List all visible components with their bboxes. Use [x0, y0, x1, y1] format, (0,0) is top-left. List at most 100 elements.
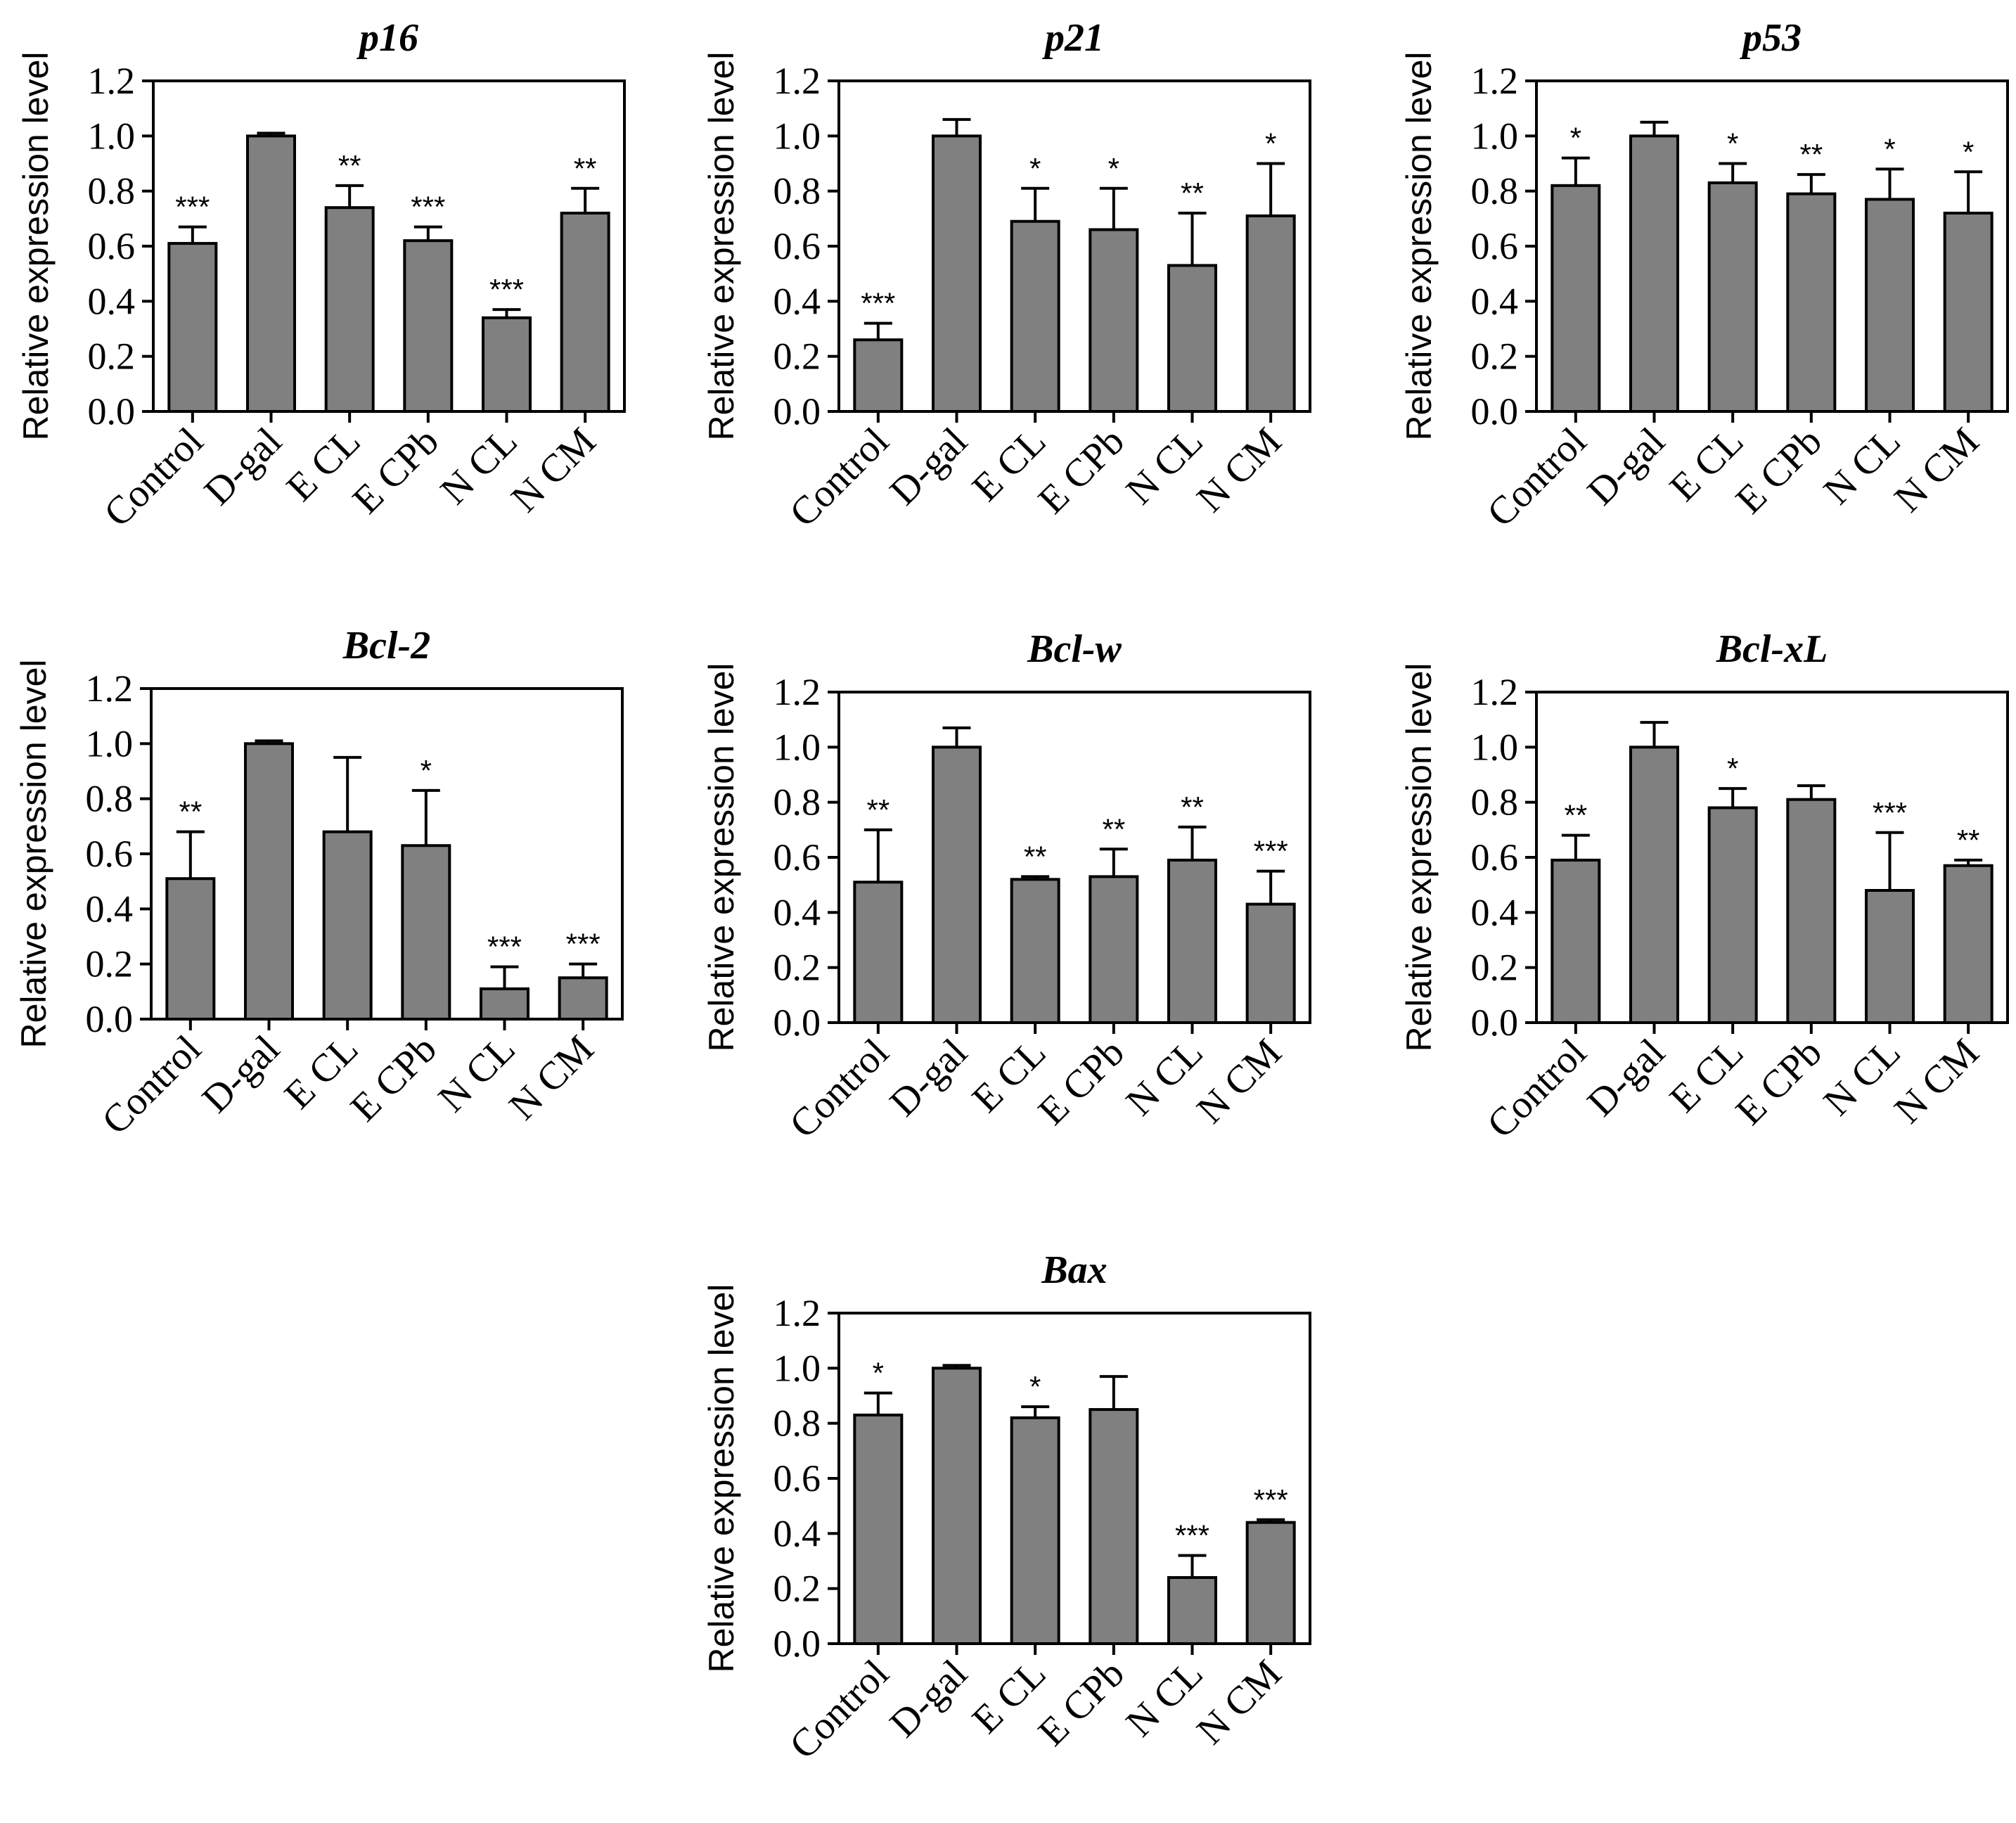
panel-bcl-2: Bcl-2 Relative expression level ** Control D…	[0, 608, 687, 1198]
y-axis-label: Relative expression level	[16, 51, 56, 440]
x-tick-label: D-gal	[1579, 1030, 1674, 1125]
plot-frame	[1535, 79, 2009, 413]
bar-n-cm	[1943, 212, 1993, 413]
chart-title: p21	[1042, 16, 1104, 60]
x-tick-label: E CPb	[1030, 1030, 1133, 1133]
chart-title: Bcl-w	[1027, 627, 1122, 671]
chart-title: p53	[1740, 16, 1802, 60]
y-tick-label: 0.4	[86, 888, 134, 930]
x-tick-label: D-gal	[882, 419, 976, 513]
x-tick-label: E CPb	[342, 1027, 445, 1130]
y-tick-label: 0.6	[88, 225, 136, 267]
y-tick-label: 0.8	[1471, 781, 1519, 824]
y-tick-label: 0.6	[773, 1457, 821, 1499]
chart-title: p16	[357, 16, 418, 60]
significance-label: *	[1029, 1370, 1041, 1403]
y-tick-label: 1.2	[1471, 671, 1519, 713]
bar-control	[165, 877, 216, 1021]
y-tick-label: 0.8	[773, 781, 821, 824]
bar-d-gal	[1629, 746, 1679, 1024]
y-tick-label: 0.2	[773, 1568, 821, 1610]
chart-svg: p21 Relative expression level *** ControlD-…	[702, 16, 1311, 535]
plot-frame	[837, 79, 1311, 413]
bar-control	[1550, 184, 1601, 413]
y-tick-label: 0.0	[88, 390, 136, 433]
x-tick-label: D-gal	[1579, 419, 1674, 513]
y-tick-label: 1.0	[1471, 115, 1519, 157]
x-tick-label: Control	[1479, 1030, 1595, 1146]
y-tick-label: 1.0	[1471, 726, 1519, 768]
panel-bcl-w: Bcl-w Relative expression level ** Control D…	[686, 611, 1375, 1202]
y-tick-label: 0.4	[1471, 280, 1519, 322]
chart-svg: p53 Relative expression level * ControlD-ga…	[1399, 16, 2009, 535]
plot-frame	[837, 691, 1311, 1024]
y-axis-label: Relative expression level	[702, 51, 741, 440]
y-tick-label: 0.6	[1471, 225, 1519, 267]
x-tick-label: D-gal	[882, 1030, 976, 1125]
y-tick-label: 1.2	[773, 60, 821, 102]
x-tick-label: Control	[781, 1030, 897, 1146]
y-tick-label: 1.0	[773, 726, 821, 768]
chart-svg: Bcl-w Relative expression level ** ControlD…	[702, 627, 1311, 1146]
y-tick-label: 0.6	[1471, 836, 1519, 878]
chart-title: Bax	[1041, 1248, 1107, 1292]
y-tick-label: 1.2	[773, 1292, 821, 1334]
y-tick-label: 0.2	[773, 335, 821, 378]
x-tick-label: Control	[94, 1027, 210, 1143]
bar-d-gal	[244, 742, 294, 1021]
y-tick-label: 0.4	[773, 1512, 821, 1554]
x-tick-label: N CM	[1886, 1030, 1987, 1132]
significance-label: ***	[487, 930, 522, 964]
y-tick-label: 0.8	[773, 1402, 821, 1445]
significance-label: ***	[1873, 796, 1907, 829]
bar-n-cl	[1167, 264, 1217, 413]
chart-title: Bcl-xL	[1716, 627, 1828, 671]
y-tick-label: 0.8	[773, 170, 821, 212]
x-tick-label: Control	[96, 419, 212, 535]
chart-svg: p16 Relative expression level *** ControlD-…	[16, 16, 626, 535]
x-tick-label: D-gal	[194, 1027, 288, 1121]
x-tick-label: E CPb	[1030, 1651, 1133, 1754]
panel-p53: p53 Relative expression level * Control D-ga…	[1383, 0, 2016, 591]
panel-p16: p16 Relative expression level *** Control D-…	[0, 0, 689, 591]
plot-frame	[152, 79, 626, 413]
chart-title: Bcl-2	[342, 624, 430, 667]
y-axis-label: Relative expression level	[1399, 51, 1439, 440]
bar-e-cl	[1707, 806, 1758, 1024]
bar-e-cl	[1010, 219, 1060, 413]
bar-n-cl	[1865, 889, 1915, 1024]
x-tick-label: Control	[781, 419, 897, 535]
chart-svg: Bax Relative expression level * ControlD-ga…	[702, 1248, 1311, 1767]
y-tick-label: 1.0	[773, 1347, 821, 1389]
significance-label: ***	[411, 191, 445, 224]
significance-label: *	[420, 754, 432, 787]
y-axis-label: Relative expression level	[14, 659, 53, 1048]
bar-control	[1550, 858, 1601, 1024]
y-tick-label: 1.2	[773, 671, 821, 713]
bar-n-cm	[1245, 214, 1296, 413]
chart-svg: Bcl-2 Relative expression level ** ControlD…	[14, 624, 624, 1143]
y-tick-label: 0.6	[773, 225, 821, 267]
y-tick-label: 1.0	[773, 115, 821, 157]
x-tick-label: N CM	[503, 419, 604, 520]
bar-n-cl	[1167, 858, 1217, 1024]
bar-d-gal	[932, 134, 982, 413]
y-axis-label: Relative expression level	[1399, 663, 1439, 1051]
x-tick-label: N CM	[1886, 419, 1987, 520]
y-tick-label: 0.8	[86, 778, 134, 820]
bar-e-cpb	[1089, 875, 1139, 1024]
bar-e-cl	[1010, 878, 1060, 1025]
y-tick-label: 1.2	[88, 60, 136, 102]
x-tick-label: E CPb	[1030, 419, 1133, 522]
significance-label: *	[1727, 127, 1738, 160]
bar-n-cm	[560, 212, 610, 413]
significance-label: *	[1727, 752, 1738, 785]
bar-n-cl	[482, 316, 532, 414]
bar-d-gal	[246, 134, 296, 413]
significance-label: **	[338, 149, 361, 182]
significance-label: **	[1564, 799, 1587, 832]
y-tick-label: 0.2	[1471, 335, 1519, 378]
significance-label: ***	[861, 287, 895, 320]
plot-frame	[837, 1312, 1311, 1645]
